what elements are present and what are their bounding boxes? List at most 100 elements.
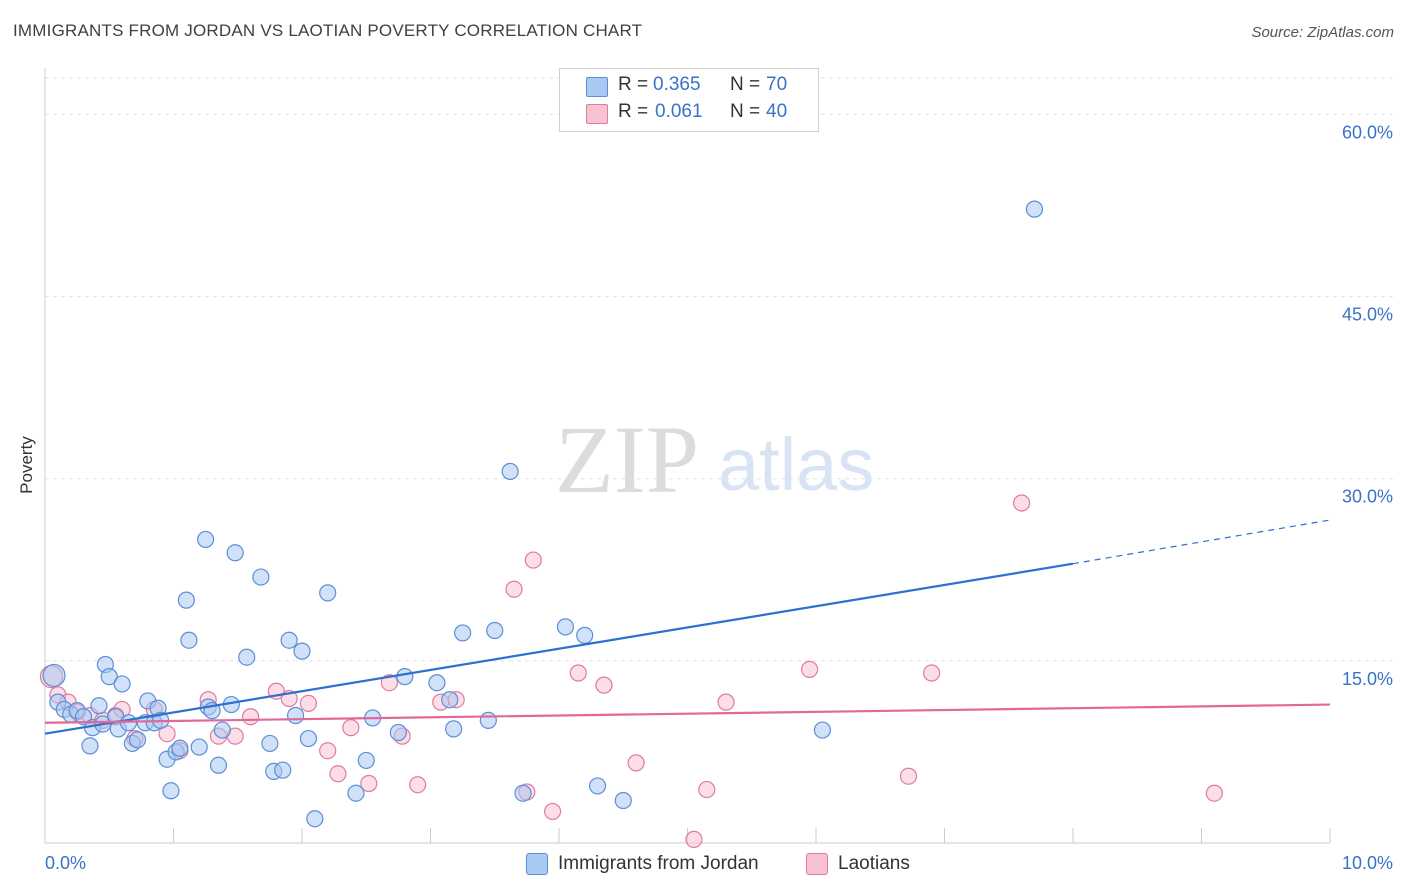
laotians-trend-line [44,703,1331,724]
jordan-point [357,751,375,770]
jordan-point [1025,200,1044,218]
laotians-point [899,767,918,785]
y-tick-label: 45.0% [1342,305,1393,325]
laotians-point [1012,494,1031,512]
grid-lines [45,77,1393,662]
jordan-point [252,568,270,586]
legend-r-value: 0.061 [655,101,703,122]
x-tick-label: 0.0% [45,853,86,873]
laotians-point [685,830,703,848]
y-tick-label: 30.0% [1342,487,1393,507]
legend-n-value: 40 [766,101,788,122]
jordan-point [190,738,208,756]
y-axis-label: Poverty [17,436,36,494]
legend-n-label: N = [730,101,761,122]
legend-label-laotians: Laotians [838,853,910,874]
jordan-point [813,721,832,739]
source-label: Source: ZipAtlas.com [1251,24,1394,41]
jordan-point [81,737,99,755]
jordan-point [441,691,459,709]
laotians-point [923,664,941,682]
laotians-point [800,660,819,678]
jordan-point [556,618,575,636]
jordan-point [209,756,228,774]
series-legend: Immigrants from Jordan Laotians [0,850,1406,880]
jordan-point [280,631,298,649]
jordan-point [396,668,414,686]
laotians-point [329,765,347,783]
watermark: ZIP atlas [555,406,874,513]
legend-n-value: 70 [766,74,788,95]
jordan-point [347,784,365,802]
jordan-point [180,631,198,649]
jordan-point [261,734,279,753]
jordan-point [319,584,337,602]
jordan-point [162,782,180,800]
legend-swatch-jordan [526,853,548,875]
jordan-point [299,729,318,748]
tick-labels: 15.0% 30.0% 45.0% 60.0% 0.0% 10.0% [45,122,1393,873]
laotians-point [569,664,587,682]
laotians-point [319,742,337,760]
legend-row-jordan: R = 0.365 N = 70 [560,74,818,100]
laotians-points [39,494,1223,848]
watermark-zip: ZIP [555,406,699,513]
jordan-point [197,530,215,549]
jordan-trend-extension [1072,519,1331,565]
jordan-point [238,648,256,666]
laotians-point [505,580,523,598]
jordan-point [445,720,463,738]
laotians-point [717,693,735,711]
jordan-trend-line [44,562,1074,735]
jordan-point [588,777,607,795]
x-tick-label: 10.0% [1342,853,1393,873]
watermark-atlas: atlas [718,423,874,506]
laotians-point [380,674,398,692]
legend-swatch-jordan [586,77,608,97]
legend-r-label: R = [618,101,649,122]
legend-r-value: 0.365 [653,74,701,95]
laotians-point [360,774,378,793]
legend-r-label: R = [618,74,649,95]
laotians-point [409,776,427,794]
laotians-point [1205,784,1223,802]
jordan-point [479,711,497,729]
trend-lines [44,519,1331,735]
jordan-point [119,714,138,732]
jordan-point [576,626,594,644]
y-tick-label: 15.0% [1342,669,1393,689]
jordan-point [428,674,446,692]
laotians-point [698,780,716,799]
laotians-point [242,708,260,726]
jordan-points [42,200,1044,828]
laotians-point [299,694,318,712]
jordan-point [501,462,519,481]
jordan-point [306,810,324,828]
stats-legend: R = 0.365 N = 70 R = 0.061 N = 40 [559,68,819,132]
jordan-point [113,675,131,693]
laotians-point [342,719,360,737]
jordan-point [171,739,189,757]
jordan-point [274,761,292,779]
y-tick-label: 60.0% [1342,122,1393,142]
jordan-point [177,591,195,609]
legend-swatch-laotians [806,853,828,875]
jordan-point [389,723,407,742]
jordan-point [100,668,118,686]
laotians-point [595,676,613,694]
jordan-point [454,624,472,642]
legend-swatch-laotians [586,104,608,124]
jordan-point [293,642,311,660]
laotians-point [627,754,645,772]
jordan-point [42,663,66,688]
jordan-point [90,697,108,715]
legend-n-label: N = [730,74,761,95]
laotians-point [524,551,542,569]
jordan-point [213,721,231,739]
jordan-point [514,784,532,802]
legend-label-jordan: Immigrants from Jordan [558,853,759,874]
jordan-point [486,621,504,640]
jordan-point [128,731,147,749]
legend-row-laotians: R = 0.061 N = 40 [560,101,818,127]
